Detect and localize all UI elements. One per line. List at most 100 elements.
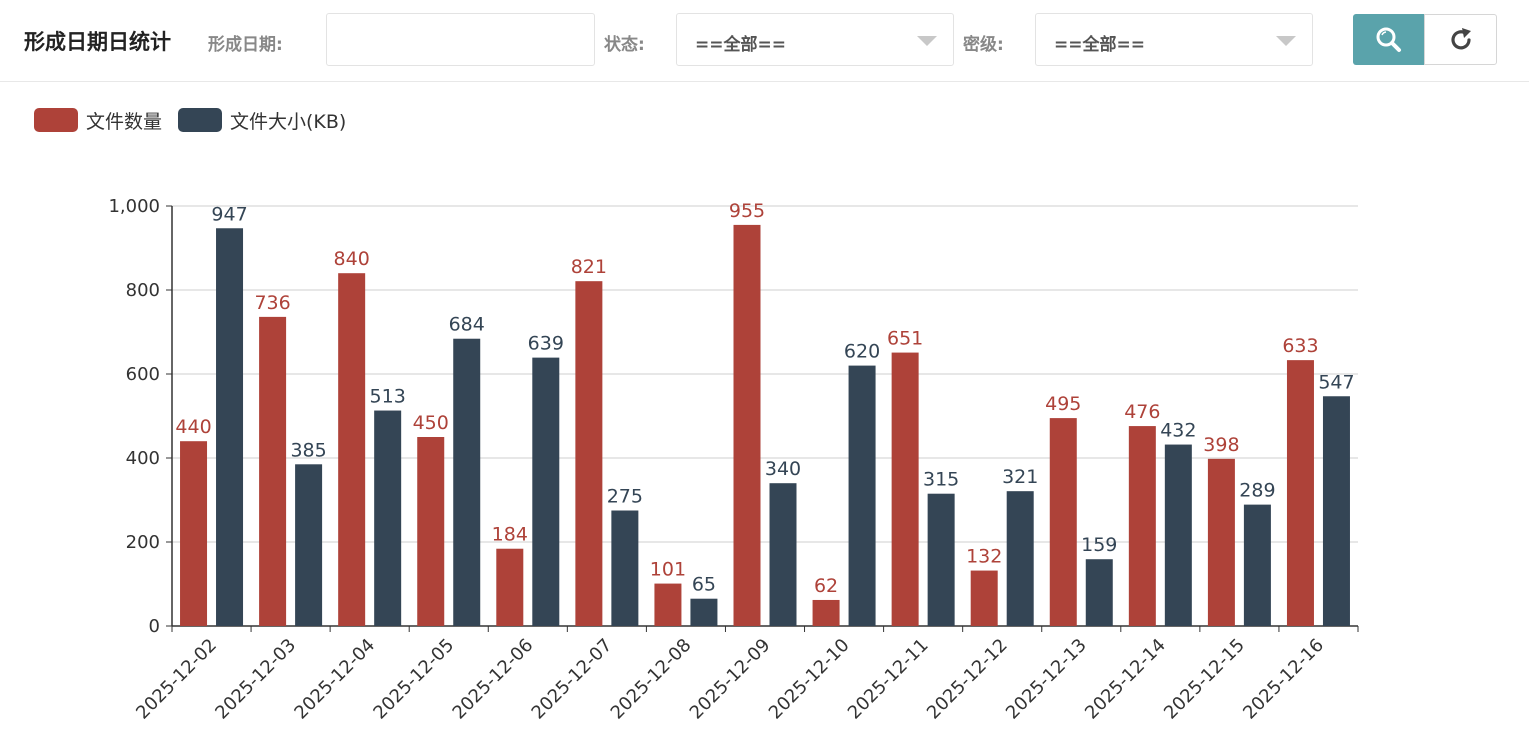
bar-file-size — [1085, 559, 1113, 626]
data-label: 821 — [571, 256, 607, 278]
x-tick-label: 2025-12-05 — [369, 635, 458, 724]
bar-file-count — [338, 273, 366, 626]
bar-file-count — [812, 599, 840, 626]
x-tick-label: 2025-12-02 — [132, 635, 221, 724]
data-label: 65 — [692, 574, 716, 596]
reset-button[interactable] — [1424, 14, 1497, 65]
bar-file-count — [654, 583, 682, 626]
data-label: 633 — [1282, 335, 1318, 357]
y-tick-label: 0 — [149, 616, 160, 637]
data-label: 101 — [650, 559, 686, 581]
bar-file-count — [259, 316, 287, 626]
bar-file-count — [1286, 360, 1314, 626]
bar-file-size — [1243, 504, 1271, 626]
y-tick-label: 1,000 — [108, 196, 160, 217]
chevron-down-icon — [1276, 36, 1296, 46]
data-label: 476 — [1124, 401, 1160, 423]
bar-file-count — [970, 570, 998, 626]
data-label: 432 — [1160, 420, 1196, 442]
date-label: 形成日期: — [208, 35, 283, 55]
x-tick-label: 2025-12-15 — [1160, 635, 1249, 724]
level-label: 密级: — [963, 35, 1004, 55]
data-label: 450 — [413, 412, 449, 434]
x-tick-label: 2025-12-09 — [686, 635, 775, 724]
search-icon — [1376, 27, 1401, 52]
data-label: 315 — [923, 469, 959, 491]
legend-label: 文件大小(KB) — [230, 110, 347, 133]
bar-file-size — [927, 493, 955, 626]
data-label: 340 — [765, 458, 801, 480]
x-tick-label: 2025-12-12 — [923, 635, 1012, 724]
legend-item-size[interactable]: 文件大小(KB) — [178, 107, 346, 134]
date-input[interactable] — [326, 13, 595, 66]
bar-file-count — [1128, 426, 1156, 626]
search-button[interactable] — [1353, 14, 1425, 65]
data-label: 639 — [528, 333, 564, 355]
legend-item-count[interactable]: 文件数量 — [34, 107, 162, 134]
data-label: 684 — [449, 314, 485, 336]
bar-chart: 0 200 400 600 800 1,000 440 947 2025-12-02 736 385… — [108, 196, 1359, 724]
bar-file-count — [180, 441, 208, 626]
data-label: 547 — [1318, 371, 1354, 393]
status-select-value: ==全部== — [695, 35, 786, 55]
bar-file-count — [891, 352, 919, 626]
bar-file-count — [1207, 458, 1235, 626]
status-label: 状态: — [604, 35, 645, 55]
data-label: 159 — [1081, 534, 1117, 556]
x-tick-label: 2025-12-08 — [607, 635, 696, 724]
data-label: 651 — [887, 328, 923, 350]
chevron-down-icon — [917, 36, 937, 46]
data-label: 495 — [1045, 393, 1081, 415]
data-label: 132 — [966, 546, 1002, 568]
data-label: 620 — [844, 341, 880, 363]
page-title: 形成日期日统计 — [24, 30, 171, 54]
data-label: 289 — [1239, 480, 1275, 502]
status-select[interactable]: ==全部== — [676, 13, 954, 66]
legend-swatch — [178, 108, 223, 132]
refresh-icon — [1450, 27, 1471, 49]
data-label: 947 — [211, 203, 247, 225]
data-label: 184 — [492, 524, 528, 546]
data-label: 955 — [729, 200, 765, 222]
x-tick-label: 2025-12-14 — [1081, 635, 1170, 724]
bar-file-count — [496, 548, 524, 626]
data-label: 513 — [370, 386, 406, 408]
data-label: 736 — [254, 292, 290, 314]
x-tick-label: 2025-12-03 — [211, 635, 300, 724]
legend-label: 文件数量 — [86, 110, 163, 133]
bar-file-size — [1164, 444, 1192, 626]
x-tick-label: 2025-12-13 — [1002, 635, 1091, 724]
data-label: 398 — [1203, 434, 1239, 456]
data-label: 385 — [290, 439, 326, 461]
level-select[interactable]: ==全部== — [1035, 13, 1313, 66]
x-tick-label: 2025-12-07 — [528, 635, 617, 724]
x-tick-label: 2025-12-11 — [844, 635, 933, 724]
y-tick-label: 600 — [126, 364, 160, 385]
x-tick-label: 2025-12-10 — [765, 635, 854, 724]
y-tick-label: 200 — [126, 532, 160, 553]
bar-file-size — [611, 510, 639, 626]
data-label: 275 — [607, 486, 643, 508]
bar-file-size — [1322, 396, 1350, 626]
data-label: 840 — [334, 248, 370, 270]
bar-file-size — [453, 338, 481, 626]
x-tick-label: 2025-12-04 — [290, 635, 379, 724]
bar-file-size — [295, 464, 323, 626]
data-label: 321 — [1002, 466, 1038, 488]
x-tick-label: 2025-12-06 — [449, 635, 538, 724]
level-select-value: ==全部== — [1054, 35, 1145, 55]
bar-file-count — [575, 281, 603, 626]
y-tick-label: 800 — [126, 280, 160, 301]
bar-file-size — [690, 598, 718, 626]
bar-file-count — [1049, 418, 1077, 626]
bar-file-count — [417, 437, 445, 626]
data-label: 440 — [175, 416, 211, 438]
legend-swatch — [34, 108, 78, 132]
bar-file-size — [769, 483, 797, 626]
chart-legend: 文件数量 文件大小(KB) — [34, 104, 362, 136]
filter-toolbar: 形成日期日统计 形成日期: 状态: ==全部== 密级: ==全部== — [0, 0, 1529, 82]
y-tick-label: 400 — [126, 448, 160, 469]
x-tick-label: 2025-12-16 — [1239, 635, 1328, 724]
bar-file-size — [532, 357, 560, 626]
bar-file-size — [848, 365, 876, 626]
